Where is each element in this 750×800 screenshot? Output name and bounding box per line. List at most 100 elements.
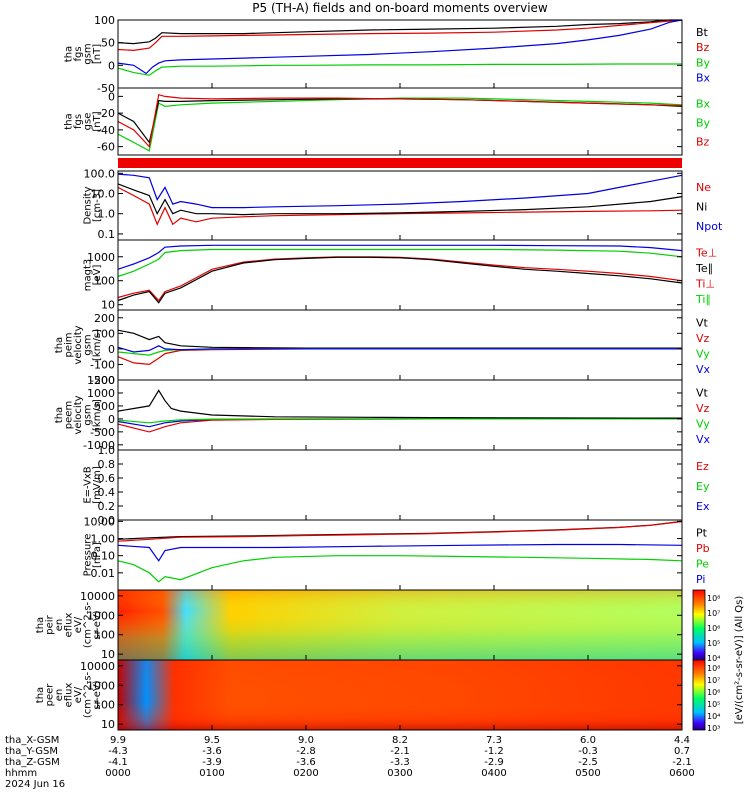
ytick-label: 0.2 <box>98 500 116 513</box>
series-peem_velocity-Vt <box>117 389 683 419</box>
series-fgs_gse-Bz <box>117 93 683 148</box>
colorbar-tick-label: 10⁶ <box>707 624 720 633</box>
ytick-label: 0 <box>108 343 115 356</box>
ytick-label: 0.0 <box>98 514 116 527</box>
ylabel-line: fgs <box>73 46 84 61</box>
xaxis-tick-value: 0400 <box>481 768 506 779</box>
legend-entry: Vx <box>696 363 711 376</box>
legend-entry: By <box>696 56 711 69</box>
ylabel-line: [nT] <box>92 44 103 64</box>
ytick-label: 10 <box>101 299 115 312</box>
xaxis-row-label: tha_Z-GSM <box>5 757 60 768</box>
ylabel-line: tha <box>35 687 46 703</box>
frame-pressure <box>117 519 683 591</box>
frame-peim_velocity <box>117 309 683 381</box>
panel-temperature: 1000 100 10 magt3[eV] Te⊥ Te∥ Ti⊥ Ti∥ <box>83 239 717 312</box>
xaxis-tick-value: -0.3 <box>578 746 598 757</box>
ytick-label: 1.0 <box>98 444 116 457</box>
xaxis-tick-value: -3.6 <box>296 757 316 768</box>
ylabel-line: en <box>54 619 65 632</box>
panel-density: 100.0 10.0 1.0 0.1 Density[cm-3] Ne Ni Npot <box>83 167 723 241</box>
quality-flag-bar <box>118 158 682 168</box>
ylabel-line: magt3 <box>83 259 94 292</box>
colorbar-strip <box>692 659 706 731</box>
ytick-label: 0.10 <box>91 550 116 563</box>
xaxis-tick-value: -4.1 <box>108 757 128 768</box>
legend-entry: Vt <box>696 386 709 399</box>
ytick-label: 0 <box>108 413 115 426</box>
ylabel-line: Pressure <box>83 534 94 577</box>
ylabel-line: [nPa] <box>92 542 103 568</box>
ylabel-line: E=-VxB <box>83 466 94 503</box>
xaxis-tick-value: 4.4 <box>674 735 690 746</box>
xaxis-tick-value: -3.6 <box>202 746 222 757</box>
ytick-label: 1.00 <box>91 533 116 546</box>
ytick-label: 1000 <box>87 251 115 264</box>
colorbar-tick-label: 10⁴ <box>707 654 720 663</box>
xaxis-tick-value: 0300 <box>387 768 412 779</box>
series-temperature-Ti∥ <box>117 248 683 278</box>
ylabel-line: [nT] <box>92 111 103 131</box>
colorbar-label: [eV/(cm²-s-sr-eV)] (All Qs) <box>734 596 745 725</box>
xaxis-tick-value: -1.2 <box>484 746 504 757</box>
ylabel-line: [km/s] <box>92 329 103 361</box>
ytick-label: 100.0 <box>84 167 116 180</box>
xaxis-tick-value: -4.3 <box>108 746 128 757</box>
series-fgs_gsm-Bx <box>117 19 683 75</box>
panel-efield: 1.00.80.60.40.20.0 E=-VxB[mV/m] Ez Ey Ex <box>83 444 710 527</box>
legend-entry: By <box>696 116 711 129</box>
xaxis-tick-value: 0000 <box>105 768 130 779</box>
ylabel-line: gse <box>83 113 94 131</box>
ytick-label: -40 <box>97 124 115 137</box>
xaxis-tick-value: 9.9 <box>110 735 126 746</box>
series-pressure-Pe <box>117 555 683 583</box>
ytick-label: -1000 <box>83 439 115 452</box>
ylabel-line: velocity <box>73 325 84 364</box>
xaxis-row-label: tha_X-GSM <box>5 735 59 746</box>
series-peim_velocity-Vt <box>117 329 682 349</box>
ylabel-line: velocity <box>73 395 84 434</box>
ytick-label: 10 <box>101 648 115 661</box>
ytick-label: 1500 <box>87 374 115 387</box>
xaxis-tick-value: 8.2 <box>392 735 408 746</box>
ytick-label: 100 <box>94 275 115 288</box>
ylabel-line: peir <box>45 614 56 634</box>
legend-entry: Ez <box>696 460 709 473</box>
ylabel-line: eflux <box>64 613 75 638</box>
ytick-label: 100 <box>94 699 115 712</box>
ylabel-line: en <box>54 689 65 702</box>
legend-entry: Ne <box>696 181 711 194</box>
ytick-label: 50 <box>101 37 115 50</box>
colorbar-strip <box>692 589 706 661</box>
ylabel-line: [cm-3] <box>92 189 103 222</box>
ytick-label: 0 <box>108 59 115 72</box>
ylabel-line: peem <box>64 401 75 429</box>
legend-entry: Bt <box>696 26 709 39</box>
ytick-label: -100 <box>90 358 115 371</box>
series-peim_velocity-Vy <box>117 348 682 356</box>
ylabel-line: tha <box>64 113 75 129</box>
flag-bar-fill <box>118 158 682 168</box>
series-fgs_gsm-Bz <box>117 19 683 52</box>
legend-entry: Ni <box>696 200 707 213</box>
series-fgs_gse-By <box>117 98 683 144</box>
frame-fgs_gsm <box>117 19 683 89</box>
colorbar-tick-label: 10⁵ <box>707 639 720 648</box>
xaxis-tick-value: 6.0 <box>580 735 596 746</box>
legend-entry: Ti⊥ <box>695 278 715 291</box>
ytick-label: -200 <box>90 374 115 387</box>
series-peem_velocity-Vz <box>117 418 682 433</box>
ytick-label: 10000 <box>80 590 115 603</box>
figure-title: P5 (TH-A) fields and on-board moments ov… <box>252 1 548 15</box>
ylabel-line: tha <box>54 337 65 353</box>
legend-entry: Bz <box>696 41 710 54</box>
spectrogram-shading-peir <box>118 590 682 660</box>
ytick-label: -50 <box>97 82 115 95</box>
legend-entry: Te⊥ <box>695 246 717 259</box>
legend-entry: Pt <box>696 526 708 539</box>
series-temperature-Te∥ <box>117 256 683 304</box>
